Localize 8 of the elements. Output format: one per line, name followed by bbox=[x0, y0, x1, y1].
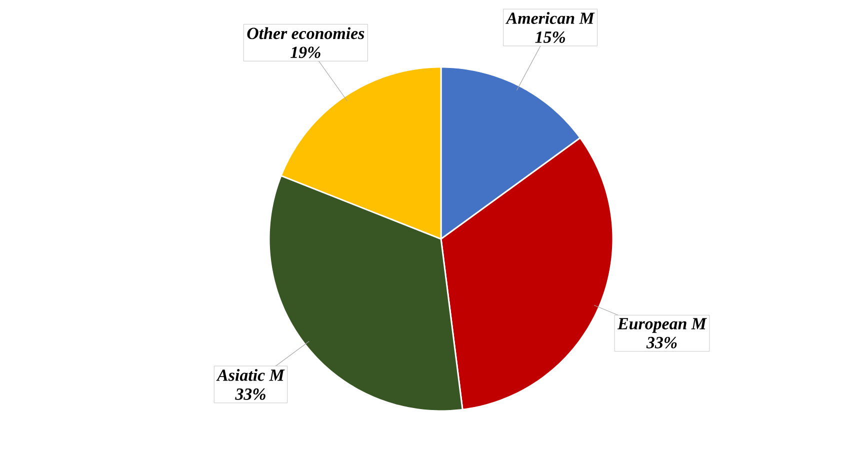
data-label: 33% bbox=[235, 388, 266, 400]
slice-label: Asiatic M bbox=[216, 369, 285, 381]
slice-label: Other economies bbox=[247, 27, 364, 40]
data-label: 19% bbox=[290, 46, 320, 58]
slice-label: European M bbox=[617, 318, 707, 333]
slice-label: American M bbox=[505, 12, 595, 24]
data-label: 15% bbox=[535, 31, 565, 43]
data-label: 33% bbox=[646, 336, 677, 348]
